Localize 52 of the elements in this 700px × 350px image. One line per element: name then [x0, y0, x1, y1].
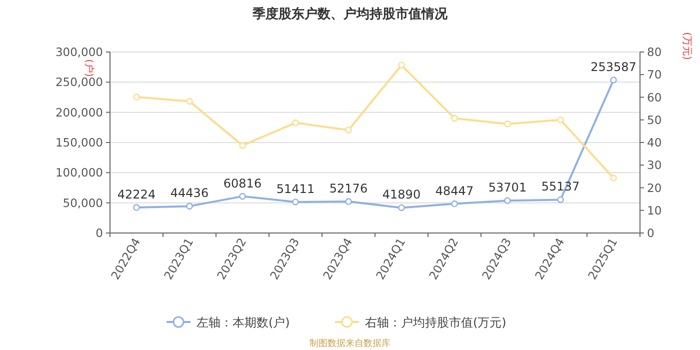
point	[133, 94, 140, 100]
data-label: 52176	[329, 182, 368, 196]
legend-label: 右轴：户均持股市值(万元)	[365, 316, 506, 330]
y2-axis-title: (万元)	[681, 32, 692, 60]
point	[504, 120, 511, 128]
legend-label: 左轴：本期数(户)	[196, 316, 290, 330]
y2-tick-label: 70	[647, 68, 662, 82]
point	[610, 76, 617, 84]
point	[451, 200, 458, 208]
y2-tick-label: 20	[647, 180, 662, 195]
point	[239, 142, 246, 149]
point	[557, 196, 564, 204]
point	[292, 198, 299, 206]
point	[557, 116, 564, 124]
point	[398, 204, 405, 212]
y-tick-label: 200,000	[55, 105, 103, 120]
y2-tick-label: 10	[647, 203, 662, 218]
data-label: 44436	[170, 186, 209, 200]
data-label: 253587	[590, 60, 636, 74]
chart-title: 季度股东户数、户均持股市值情况	[252, 6, 448, 22]
data-label: 41890	[382, 188, 421, 202]
point	[345, 198, 352, 205]
y-tick-label: 100,000	[55, 166, 103, 180]
point	[292, 119, 299, 126]
data-label: 55137	[541, 180, 580, 194]
y2-tick-label: 0	[647, 226, 654, 240]
data-label: 60816	[223, 176, 262, 190]
y-axis-title: (户)	[83, 59, 95, 77]
y-tick-label: 50,000	[62, 196, 103, 210]
y2-tick-label: 80	[647, 45, 662, 59]
data-label: 51411	[276, 182, 315, 196]
point	[186, 98, 193, 105]
y2-tick-label: 60	[647, 90, 662, 104]
y-tick-label: 300,000	[55, 45, 103, 59]
y-tick-label: 0	[96, 226, 103, 240]
data-label: 48447	[435, 184, 474, 198]
point	[504, 197, 511, 204]
data-label: 42224	[117, 188, 156, 202]
point	[345, 126, 352, 134]
point	[610, 174, 617, 182]
y2-tick-label: 40	[647, 136, 662, 150]
point	[451, 114, 458, 122]
point	[398, 62, 405, 69]
point	[133, 204, 140, 211]
y-tick-label: 250,000	[55, 75, 103, 90]
y2-tick-label: 50	[647, 112, 662, 127]
y2-tick-label: 30	[647, 158, 662, 172]
point	[239, 192, 246, 200]
point	[186, 202, 193, 210]
y-tick-label: 150,000	[55, 136, 103, 150]
text: 制图数据来自数据库	[310, 338, 390, 349]
data-label: 53701	[488, 180, 527, 195]
